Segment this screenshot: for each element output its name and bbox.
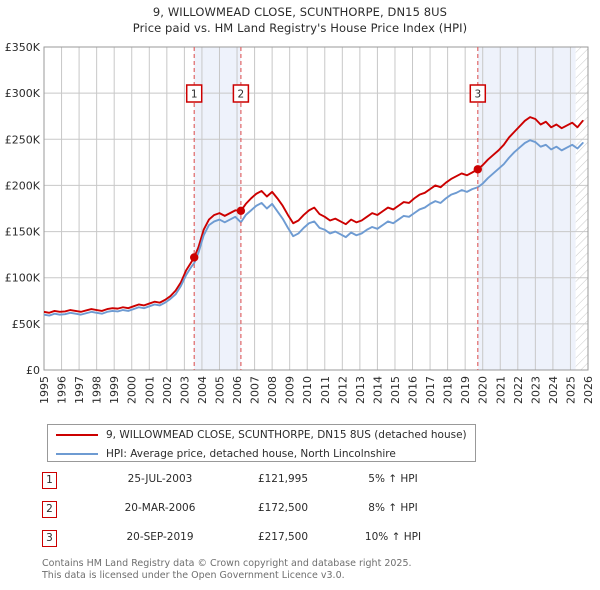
svg-text:1996: 1996 [56, 376, 69, 404]
legend-swatch-property [56, 434, 98, 436]
svg-text:2001: 2001 [143, 376, 156, 404]
svg-text:2022: 2022 [512, 376, 525, 404]
transaction-badge-3: 3 [42, 530, 57, 547]
transaction-hpi-delta-2: 8% ↑ HPI [368, 502, 418, 514]
transaction-hpi-delta-3: 10% ↑ HPI [364, 531, 422, 543]
svg-text:2018: 2018 [442, 376, 455, 404]
svg-text:1997: 1997 [73, 376, 86, 404]
table-row: 3 20-SEP-2019 £217,500 10% ↑ HPI [42, 528, 472, 557]
transaction-badge-2: 2 [42, 501, 57, 518]
svg-text:2008: 2008 [266, 376, 279, 404]
footer-line-1: Contains HM Land Registry data © Crown c… [42, 558, 412, 569]
axis-labels: £0 £50K £100K £150K £200K £250K £300K £350K 1995… [5, 41, 595, 404]
svg-text:1998: 1998 [91, 376, 104, 404]
svg-text:£250K: £250K [5, 133, 41, 146]
svg-text:£150K: £150K [5, 226, 41, 239]
svg-text:2015: 2015 [389, 376, 402, 404]
svg-text:£300K: £300K [5, 87, 41, 100]
transaction-date-3: 20-SEP-2019 [126, 531, 194, 543]
price-chart: £0 £50K £100K £150K £200K £250K £300K £350K 1995… [5, 41, 595, 404]
svg-text:2000: 2000 [126, 376, 139, 404]
transaction-price-3: £217,500 [257, 531, 309, 543]
svg-text:2005: 2005 [213, 376, 226, 404]
svg-text:1999: 1999 [108, 376, 121, 404]
grid-lines [43, 46, 589, 371]
chart-marker-badge-2: 2 [232, 84, 250, 103]
title-line-2: Price paid vs. HM Land Registry's House … [132, 21, 468, 35]
chart-marker-badges: 1 2 3 [185, 84, 487, 103]
series-lines [44, 116, 584, 317]
legend-label-hpi: HPI: Average price, detached house, Nort… [106, 448, 396, 460]
svg-text:2026: 2026 [582, 376, 595, 404]
shaded-bands [44, 47, 588, 370]
legend-item-property: 9, WILLOWMEAD CLOSE, SCUNTHORPE, DN15 8U… [48, 426, 475, 444]
svg-text:2016: 2016 [407, 376, 420, 404]
transaction-price-2: £172,500 [257, 502, 309, 514]
table-row: 2 20-MAR-2006 £172,500 8% ↑ HPI [42, 499, 472, 528]
legend-item-hpi: HPI: Average price, detached house, Nort… [48, 445, 475, 463]
chart-marker-badge-3: 3 [469, 84, 487, 103]
transaction-hpi-delta-1: 5% ↑ HPI [368, 473, 418, 485]
transaction-date-2: 20-MAR-2006 [124, 502, 196, 514]
svg-text:£100K: £100K [5, 272, 41, 285]
legend-swatch-hpi [56, 453, 98, 455]
chart-marker-badge-1: 1 [185, 84, 203, 103]
svg-text:2020: 2020 [477, 376, 490, 404]
svg-text:2012: 2012 [336, 376, 349, 404]
chart-legend: 9, WILLOWMEAD CLOSE, SCUNTHORPE, DN15 8U… [47, 424, 476, 462]
svg-text:2013: 2013 [354, 376, 367, 404]
svg-text:3: 3 [474, 89, 481, 101]
svg-text:1: 1 [191, 89, 198, 101]
svg-text:£200K: £200K [5, 179, 41, 192]
svg-text:2014: 2014 [371, 376, 384, 404]
transaction-price-1: £121,995 [257, 473, 309, 485]
table-row: 1 25-JUL-2003 £121,995 5% ↑ HPI [42, 470, 472, 499]
svg-text:£0: £0 [26, 364, 40, 377]
svg-text:2003: 2003 [178, 376, 191, 404]
svg-text:2017: 2017 [424, 376, 437, 404]
svg-text:2024: 2024 [547, 376, 560, 404]
svg-text:2011: 2011 [319, 376, 332, 404]
svg-text:2019: 2019 [459, 376, 472, 404]
title-line-1: 9, WILLOWMEAD CLOSE, SCUNTHORPE, DN15 8U… [152, 5, 448, 19]
svg-text:2006: 2006 [231, 376, 244, 404]
legend-label-property: 9, WILLOWMEAD CLOSE, SCUNTHORPE, DN15 8U… [106, 429, 467, 441]
svg-text:2004: 2004 [196, 376, 209, 404]
transactions-table: 1 25-JUL-2003 £121,995 5% ↑ HPI 2 20-MAR… [42, 470, 472, 557]
svg-text:2021: 2021 [494, 376, 507, 404]
svg-text:2007: 2007 [249, 376, 262, 404]
svg-text:£350K: £350K [5, 41, 41, 54]
svg-text:1995: 1995 [38, 376, 51, 404]
svg-text:2025: 2025 [564, 376, 577, 404]
svg-text:2002: 2002 [161, 376, 174, 404]
transaction-date-1: 25-JUL-2003 [127, 473, 193, 485]
page-title: 9, WILLOWMEAD CLOSE, SCUNTHORPE, DN15 8U… [0, 4, 600, 36]
footer-line-2: This data is licensed under the Open Gov… [42, 570, 345, 581]
svg-text:£50K: £50K [12, 318, 41, 331]
svg-text:2009: 2009 [284, 376, 297, 404]
chart-canvas: £0 £50K £100K £150K £200K £250K £300K £350K 1995… [5, 41, 595, 404]
svg-text:2010: 2010 [301, 376, 314, 404]
svg-text:2023: 2023 [529, 376, 542, 404]
transaction-badge-1: 1 [42, 472, 57, 489]
svg-text:2: 2 [238, 89, 245, 101]
transaction-dots [190, 165, 482, 262]
footer-attribution: Contains HM Land Registry data © Crown c… [42, 558, 562, 582]
